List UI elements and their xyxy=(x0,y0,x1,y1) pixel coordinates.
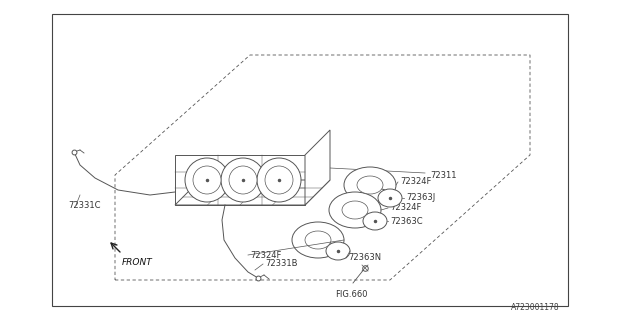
Ellipse shape xyxy=(292,222,344,258)
Polygon shape xyxy=(175,155,305,205)
Bar xyxy=(52,14,568,306)
Text: FIG.660: FIG.660 xyxy=(335,290,367,299)
Circle shape xyxy=(185,158,229,202)
Ellipse shape xyxy=(363,212,387,230)
Ellipse shape xyxy=(305,231,331,249)
Text: 72363J: 72363J xyxy=(406,194,435,203)
Polygon shape xyxy=(175,180,330,205)
Polygon shape xyxy=(305,130,330,205)
Ellipse shape xyxy=(357,176,383,194)
Circle shape xyxy=(221,158,265,202)
Text: 72311: 72311 xyxy=(430,171,456,180)
Ellipse shape xyxy=(326,242,350,260)
Circle shape xyxy=(193,166,221,194)
Text: 72324F: 72324F xyxy=(390,204,421,212)
Ellipse shape xyxy=(329,192,381,228)
Text: 72331B: 72331B xyxy=(265,259,298,268)
Circle shape xyxy=(265,166,293,194)
Text: A723001178: A723001178 xyxy=(511,303,560,312)
Text: 72324F: 72324F xyxy=(400,178,431,187)
Ellipse shape xyxy=(378,189,402,207)
Ellipse shape xyxy=(344,167,396,203)
Circle shape xyxy=(229,166,257,194)
Text: 72331C: 72331C xyxy=(68,201,100,210)
Text: 72363C: 72363C xyxy=(390,217,422,226)
Ellipse shape xyxy=(342,201,368,219)
Text: 72363N: 72363N xyxy=(348,253,381,262)
Circle shape xyxy=(257,158,301,202)
Text: FRONT: FRONT xyxy=(122,258,153,267)
Text: 72324F: 72324F xyxy=(250,251,282,260)
